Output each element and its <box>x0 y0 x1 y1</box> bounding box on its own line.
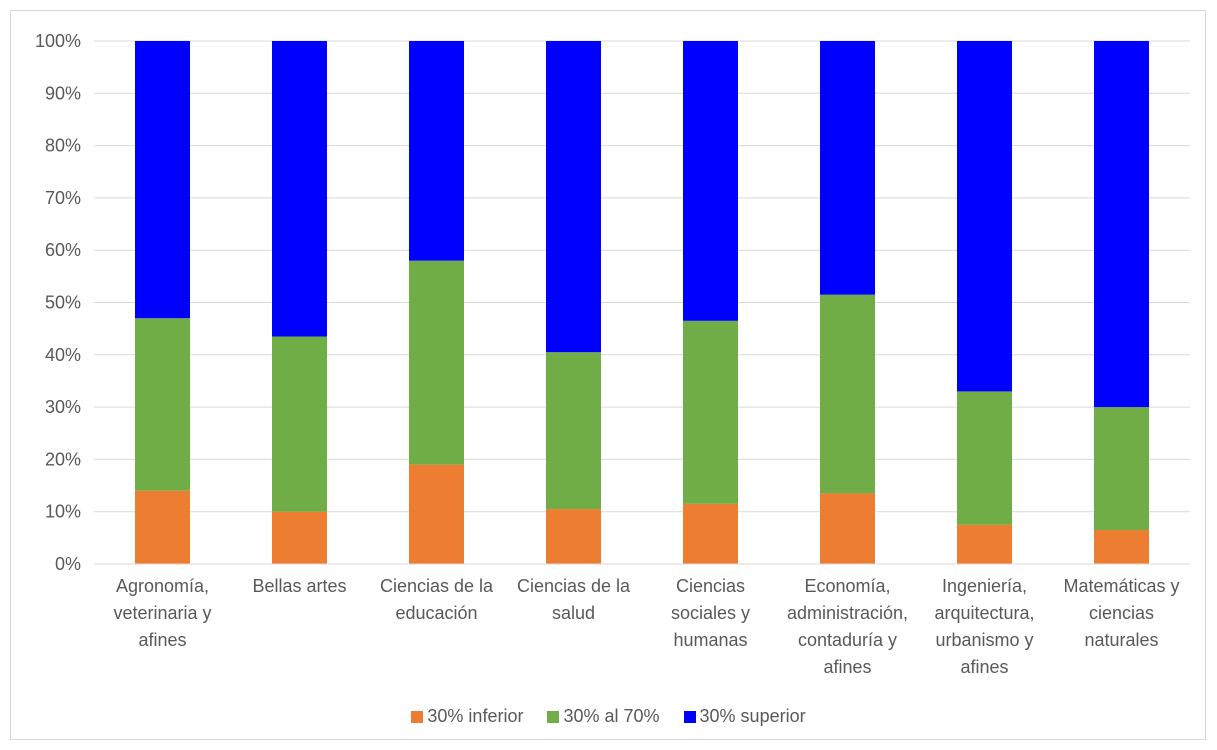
y-tick-label: 10% <box>45 502 81 522</box>
y-tick-label: 60% <box>45 240 81 260</box>
bar-segment-top <box>135 41 190 319</box>
x-category-label: Economía, administración, contaduría y afin… <box>787 576 908 677</box>
legend-item-middle: 30% al 70% <box>547 706 660 727</box>
legend-label-bottom: 30% inferior <box>427 706 524 726</box>
bar-segment-bottom <box>820 493 875 564</box>
bar-segment-middle <box>683 320 738 504</box>
bar-segment-bottom <box>546 509 601 564</box>
bar-segment-top <box>820 41 875 295</box>
bar-segment-middle <box>272 336 327 512</box>
bar-segment-middle <box>1094 407 1149 531</box>
x-category-label: Matemáticas y ciencias naturales <box>1063 576 1179 650</box>
y-tick-label: 20% <box>45 449 81 469</box>
bar-segment-top <box>1094 41 1149 408</box>
gridlines <box>94 40 1190 513</box>
y-tick-label: 100% <box>35 31 81 51</box>
bar-segment-top <box>409 41 464 261</box>
bar-segment-middle <box>546 352 601 510</box>
y-tick-label: 30% <box>45 397 81 417</box>
y-axis-ticks: 0% 10% 20% 30% 40% 50% 60% 70% 80% 90% 100% <box>35 31 81 574</box>
legend-label-middle: 30% al 70% <box>563 706 660 726</box>
bar-segment-middle <box>409 260 464 465</box>
bar-segment-middle <box>135 318 190 491</box>
bar-segment-middle <box>820 294 875 494</box>
y-tick-label: 90% <box>45 83 81 103</box>
y-tick-label: 40% <box>45 345 81 365</box>
x-category-label: Ciencias de la salud <box>517 576 631 623</box>
x-category-label: Ciencias de la educación <box>380 576 494 623</box>
bar-segment-top <box>272 41 327 337</box>
bar-segment-bottom <box>272 511 327 564</box>
bar-segment-bottom <box>957 524 1012 564</box>
legend-label-top: 30% superior <box>699 706 806 726</box>
bar-segment-middle <box>957 391 1012 525</box>
bar-segment-top <box>683 41 738 321</box>
x-category-label: Agronomía, veterinaria y afines <box>113 576 211 650</box>
y-tick-label: 80% <box>45 136 81 156</box>
bar-segment-bottom <box>409 464 464 564</box>
x-category-label: Ingeniería, arquitectura, urbanismo y afine… <box>934 576 1034 677</box>
bars <box>135 41 1149 564</box>
bar-segment-bottom <box>135 490 190 564</box>
legend-swatch-middle <box>547 710 560 723</box>
legend-item-bottom: 30% inferior <box>411 706 523 727</box>
y-tick-label: 50% <box>45 293 81 313</box>
bar-segment-bottom <box>1094 530 1149 564</box>
legend-item-top: 30% superior <box>683 706 806 727</box>
x-category-label: Bellas artes <box>252 576 346 596</box>
bar-segment-top <box>546 41 601 353</box>
legend-swatch-top <box>683 710 696 723</box>
y-tick-label: 0% <box>55 554 81 574</box>
legend-swatch-bottom <box>411 710 424 723</box>
legend: 30% inferior 30% al 70% 30% superior <box>0 706 1217 727</box>
x-category-label: Ciencias sociales y humanas <box>671 576 750 650</box>
stacked-bar-chart: 0% 10% 20% 30% 40% 50% 60% 70% 80% 90% 100% Agrono… <box>35 31 1190 677</box>
bar-segment-bottom <box>683 503 738 564</box>
bar-segment-top <box>957 41 1012 392</box>
x-axis-labels: Agronomía, veterinaria y afines Bellas arte… <box>113 576 1179 677</box>
y-tick-label: 70% <box>45 188 81 208</box>
